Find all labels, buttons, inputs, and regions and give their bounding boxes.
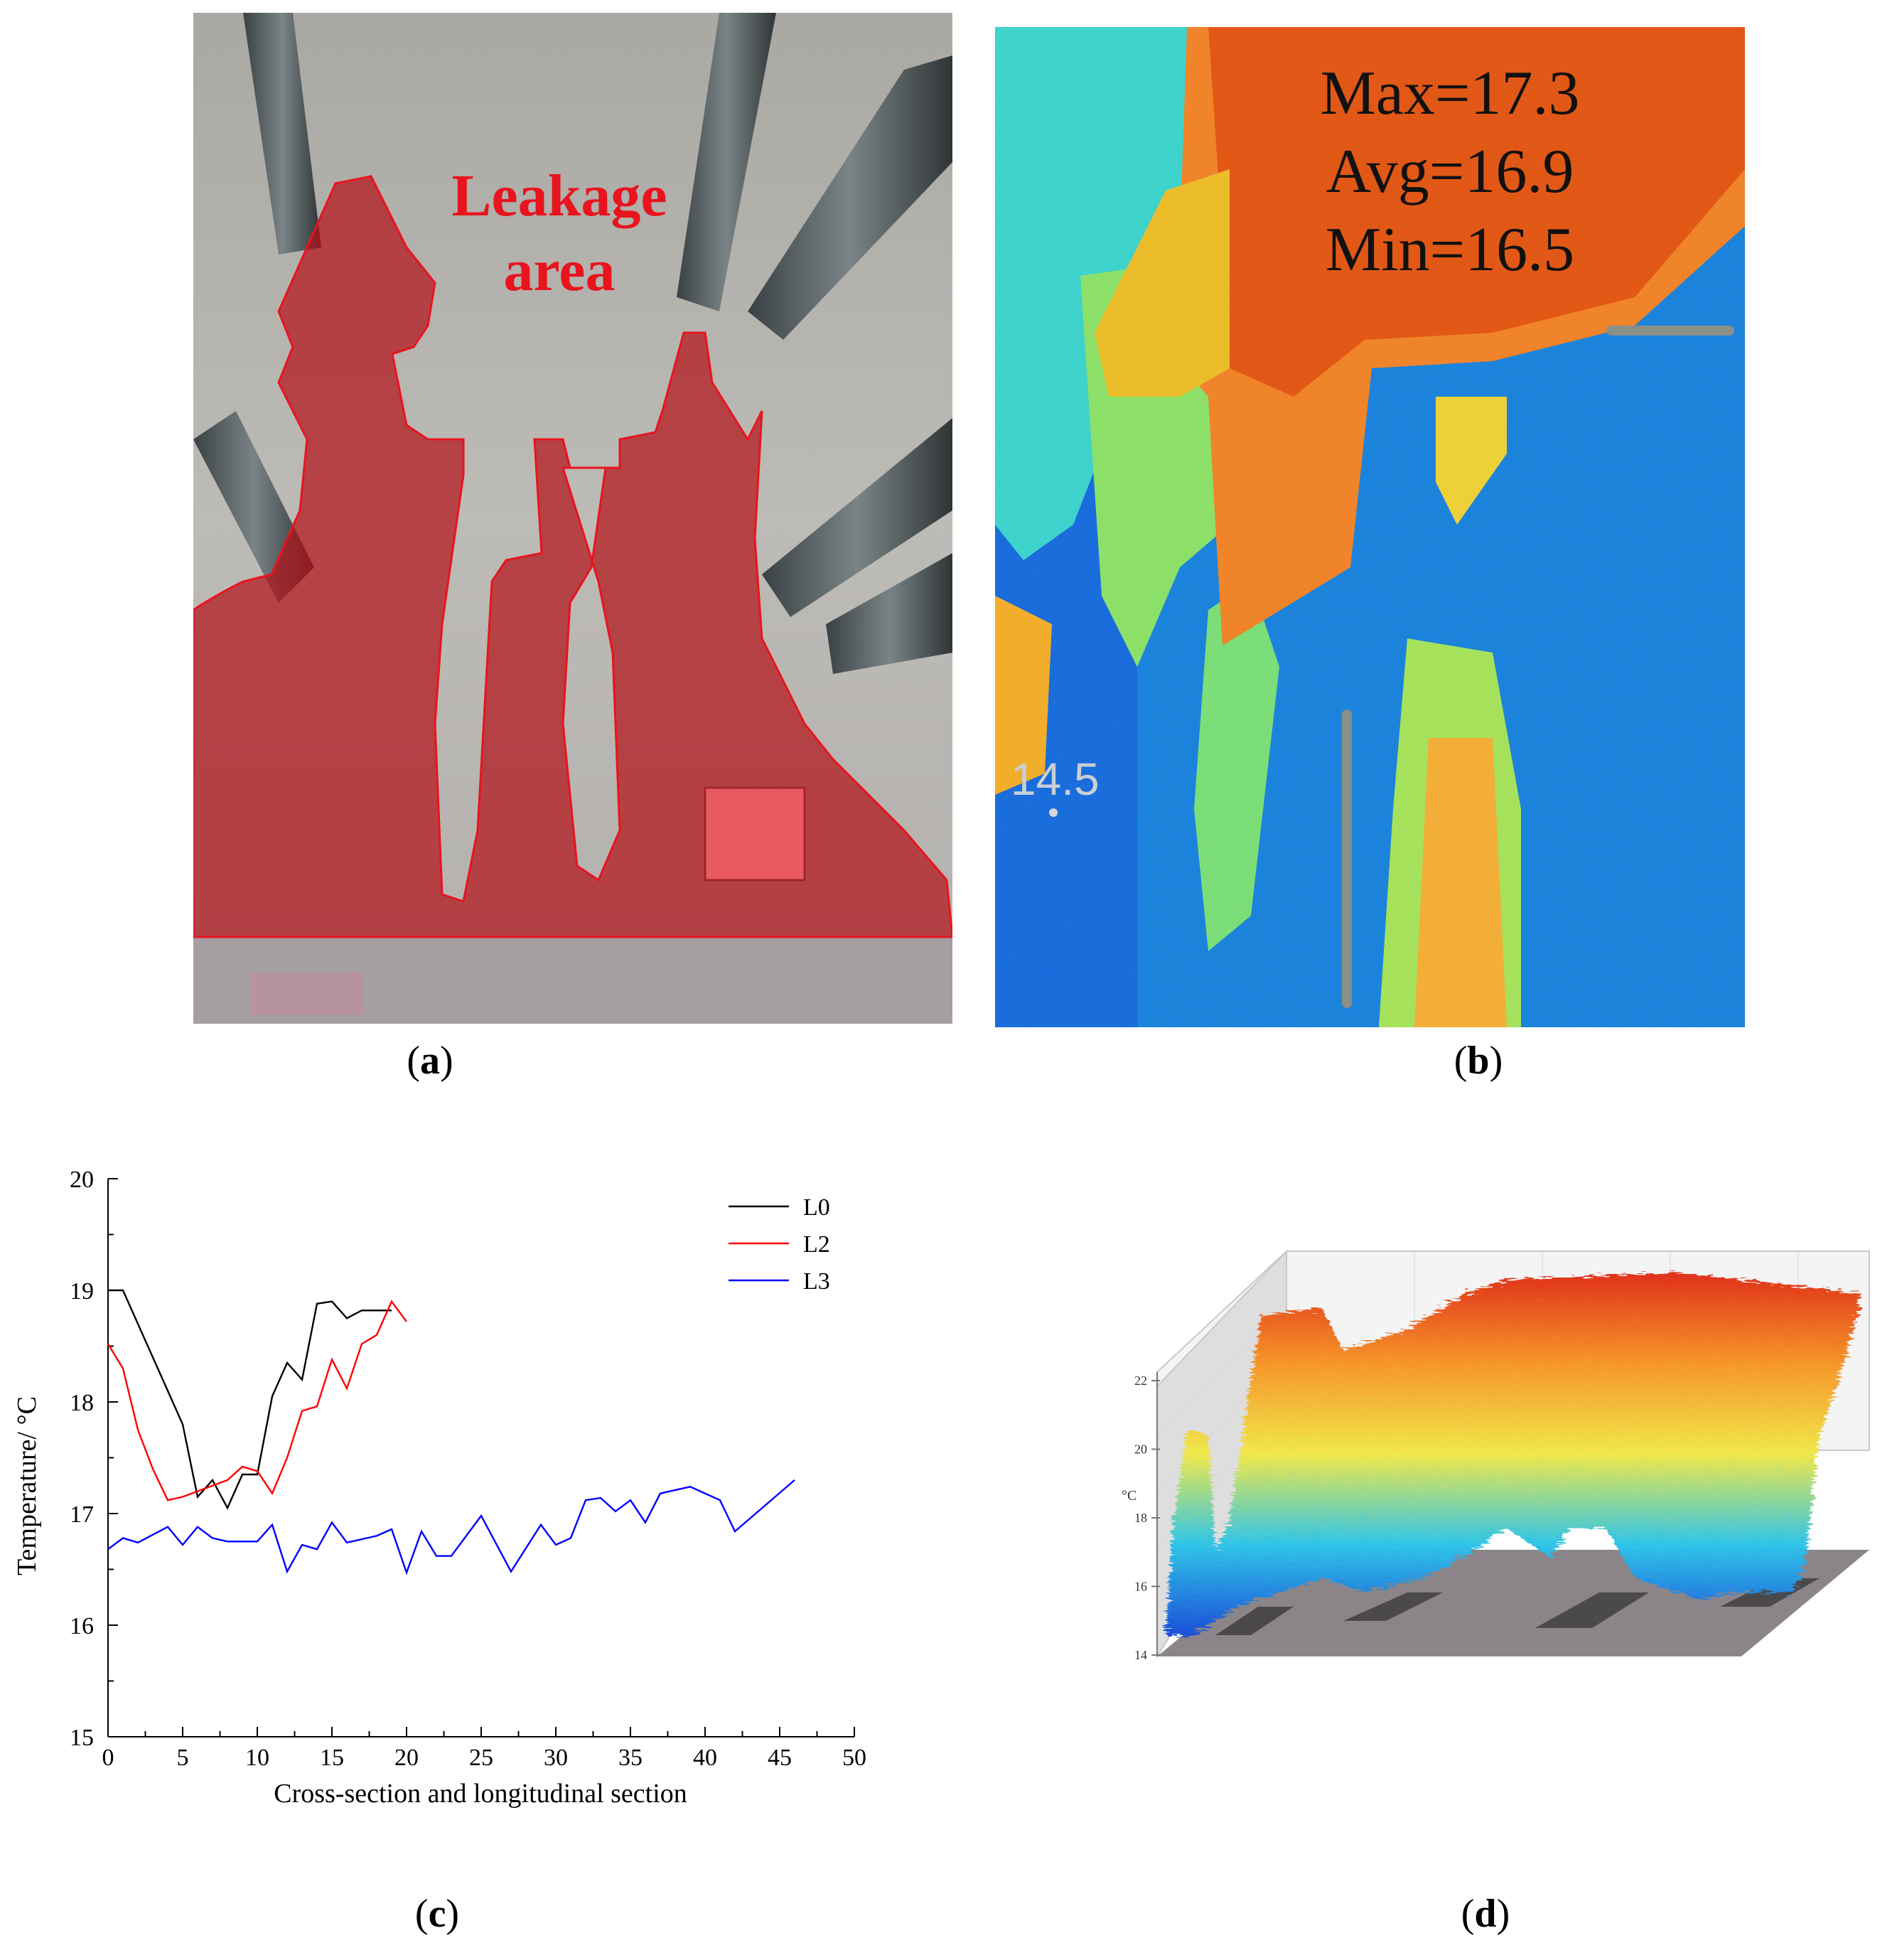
z-tick-label: 20: [1134, 1442, 1147, 1457]
x-tick-label: 40: [693, 1745, 717, 1771]
leakage-overlay: [192, 175, 954, 938]
panel-c-line-chart: 0 5 10 15 20 25 30 35 40 45 50 15 16 17 18 19 20 L0 L2 L3 …: [0, 1137, 881, 1820]
caption-d-close: ): [1496, 1892, 1510, 1936]
caption-a-letter: a: [420, 1039, 440, 1083]
caption-d-letter: d: [1474, 1892, 1497, 1936]
thermal-image: 14.5 Max=17.3 Avg=16.9 Min=16.5: [995, 27, 1745, 1027]
series-line-l3: [107, 1479, 795, 1575]
y-axis-label: Temperature/ °C: [12, 1396, 42, 1575]
y-tick-label: 19: [70, 1278, 94, 1305]
y-tick-label: 18: [70, 1390, 94, 1416]
stat-max: Max=17.3: [1321, 59, 1580, 128]
chart-legend: L0 L2 L3: [729, 1194, 830, 1295]
scale-bar-horizontal: [1606, 326, 1734, 336]
caption-b-close: ): [1489, 1039, 1503, 1083]
caption-c-open: (: [414, 1892, 429, 1936]
panel-d-3d-surface: 22 20 18 16 14 °C: [1109, 1223, 1883, 1749]
x-tick-label: 5: [177, 1745, 189, 1771]
temperature-surface: [1166, 1273, 1862, 1635]
x-tick-label: 0: [102, 1745, 114, 1771]
z-tick-label: 14: [1134, 1648, 1147, 1662]
junction-box: [704, 786, 806, 882]
legend-label-l2: L2: [803, 1231, 830, 1258]
annotation-area: area: [503, 237, 615, 304]
x-tick-label: 30: [544, 1745, 568, 1771]
z-tick-label: 22: [1134, 1373, 1147, 1388]
floor-marks: [250, 973, 364, 1015]
series-line-l2: [107, 1300, 407, 1501]
caption-d: (d): [1414, 1891, 1557, 1937]
x-tick-label: 25: [469, 1745, 493, 1771]
chart-lines: [107, 1289, 795, 1575]
series-line-l0: [108, 1289, 392, 1510]
x-tick-label: 15: [320, 1745, 344, 1771]
y-tick-label: 17: [70, 1501, 94, 1528]
caption-c-close: ): [446, 1892, 460, 1936]
y-tick-label: 20: [70, 1167, 94, 1193]
stat-min: Min=16.5: [1326, 215, 1574, 284]
caption-b-letter: b: [1467, 1039, 1490, 1083]
x-tick-label: 20: [394, 1745, 419, 1771]
pipes: [193, 13, 952, 674]
z-axis-unit: °C: [1122, 1488, 1136, 1504]
annotation-leakage: Leakage: [451, 163, 667, 229]
caption-b: (b): [1407, 1038, 1549, 1083]
x-axis-label: Cross-section and longitudinal section: [274, 1779, 687, 1809]
min-point-marker: [1049, 808, 1058, 817]
stat-avg: Avg=16.9: [1326, 137, 1574, 206]
caption-a-close: ): [440, 1039, 453, 1083]
leakage-photo: Leakage area: [192, 13, 954, 1024]
x-tick-label: 10: [245, 1745, 269, 1771]
caption-c: (c): [366, 1891, 508, 1937]
panel-b-thermal-image: 14.5 Max=17.3 Avg=16.9 Min=16.5: [995, 27, 1745, 1027]
z-axis-ticks: 22 20 18 16 14: [1134, 1373, 1160, 1662]
panel-a-leakage-photo: Leakage area: [192, 13, 954, 1024]
x-tick-label: 45: [768, 1745, 792, 1771]
z-tick-label: 18: [1134, 1511, 1147, 1525]
caption-c-letter: c: [428, 1892, 446, 1936]
x-tick-label: 50: [842, 1745, 866, 1771]
point-label: 14.5: [1011, 754, 1100, 805]
z-tick-label: 16: [1134, 1580, 1147, 1594]
caption-d-open: (: [1461, 1892, 1475, 1936]
scale-bar-vertical: [1342, 709, 1352, 1008]
caption-a-open: (: [407, 1039, 420, 1083]
legend-label-l0: L0: [803, 1194, 830, 1221]
chart-axes: 0 5 10 15 20 25 30 35 40 45 50 15 16 17 18 19 20: [70, 1167, 866, 1771]
y-tick-label: 15: [70, 1725, 94, 1751]
caption-a: (a): [359, 1038, 501, 1083]
x-tick-label: 35: [618, 1745, 643, 1771]
surface-3d-plot: 22 20 18 16 14 °C: [1122, 1249, 1870, 1662]
y-tick-label: 16: [70, 1613, 94, 1639]
caption-b-open: (: [1453, 1039, 1468, 1083]
legend-label-l3: L3: [803, 1268, 830, 1295]
